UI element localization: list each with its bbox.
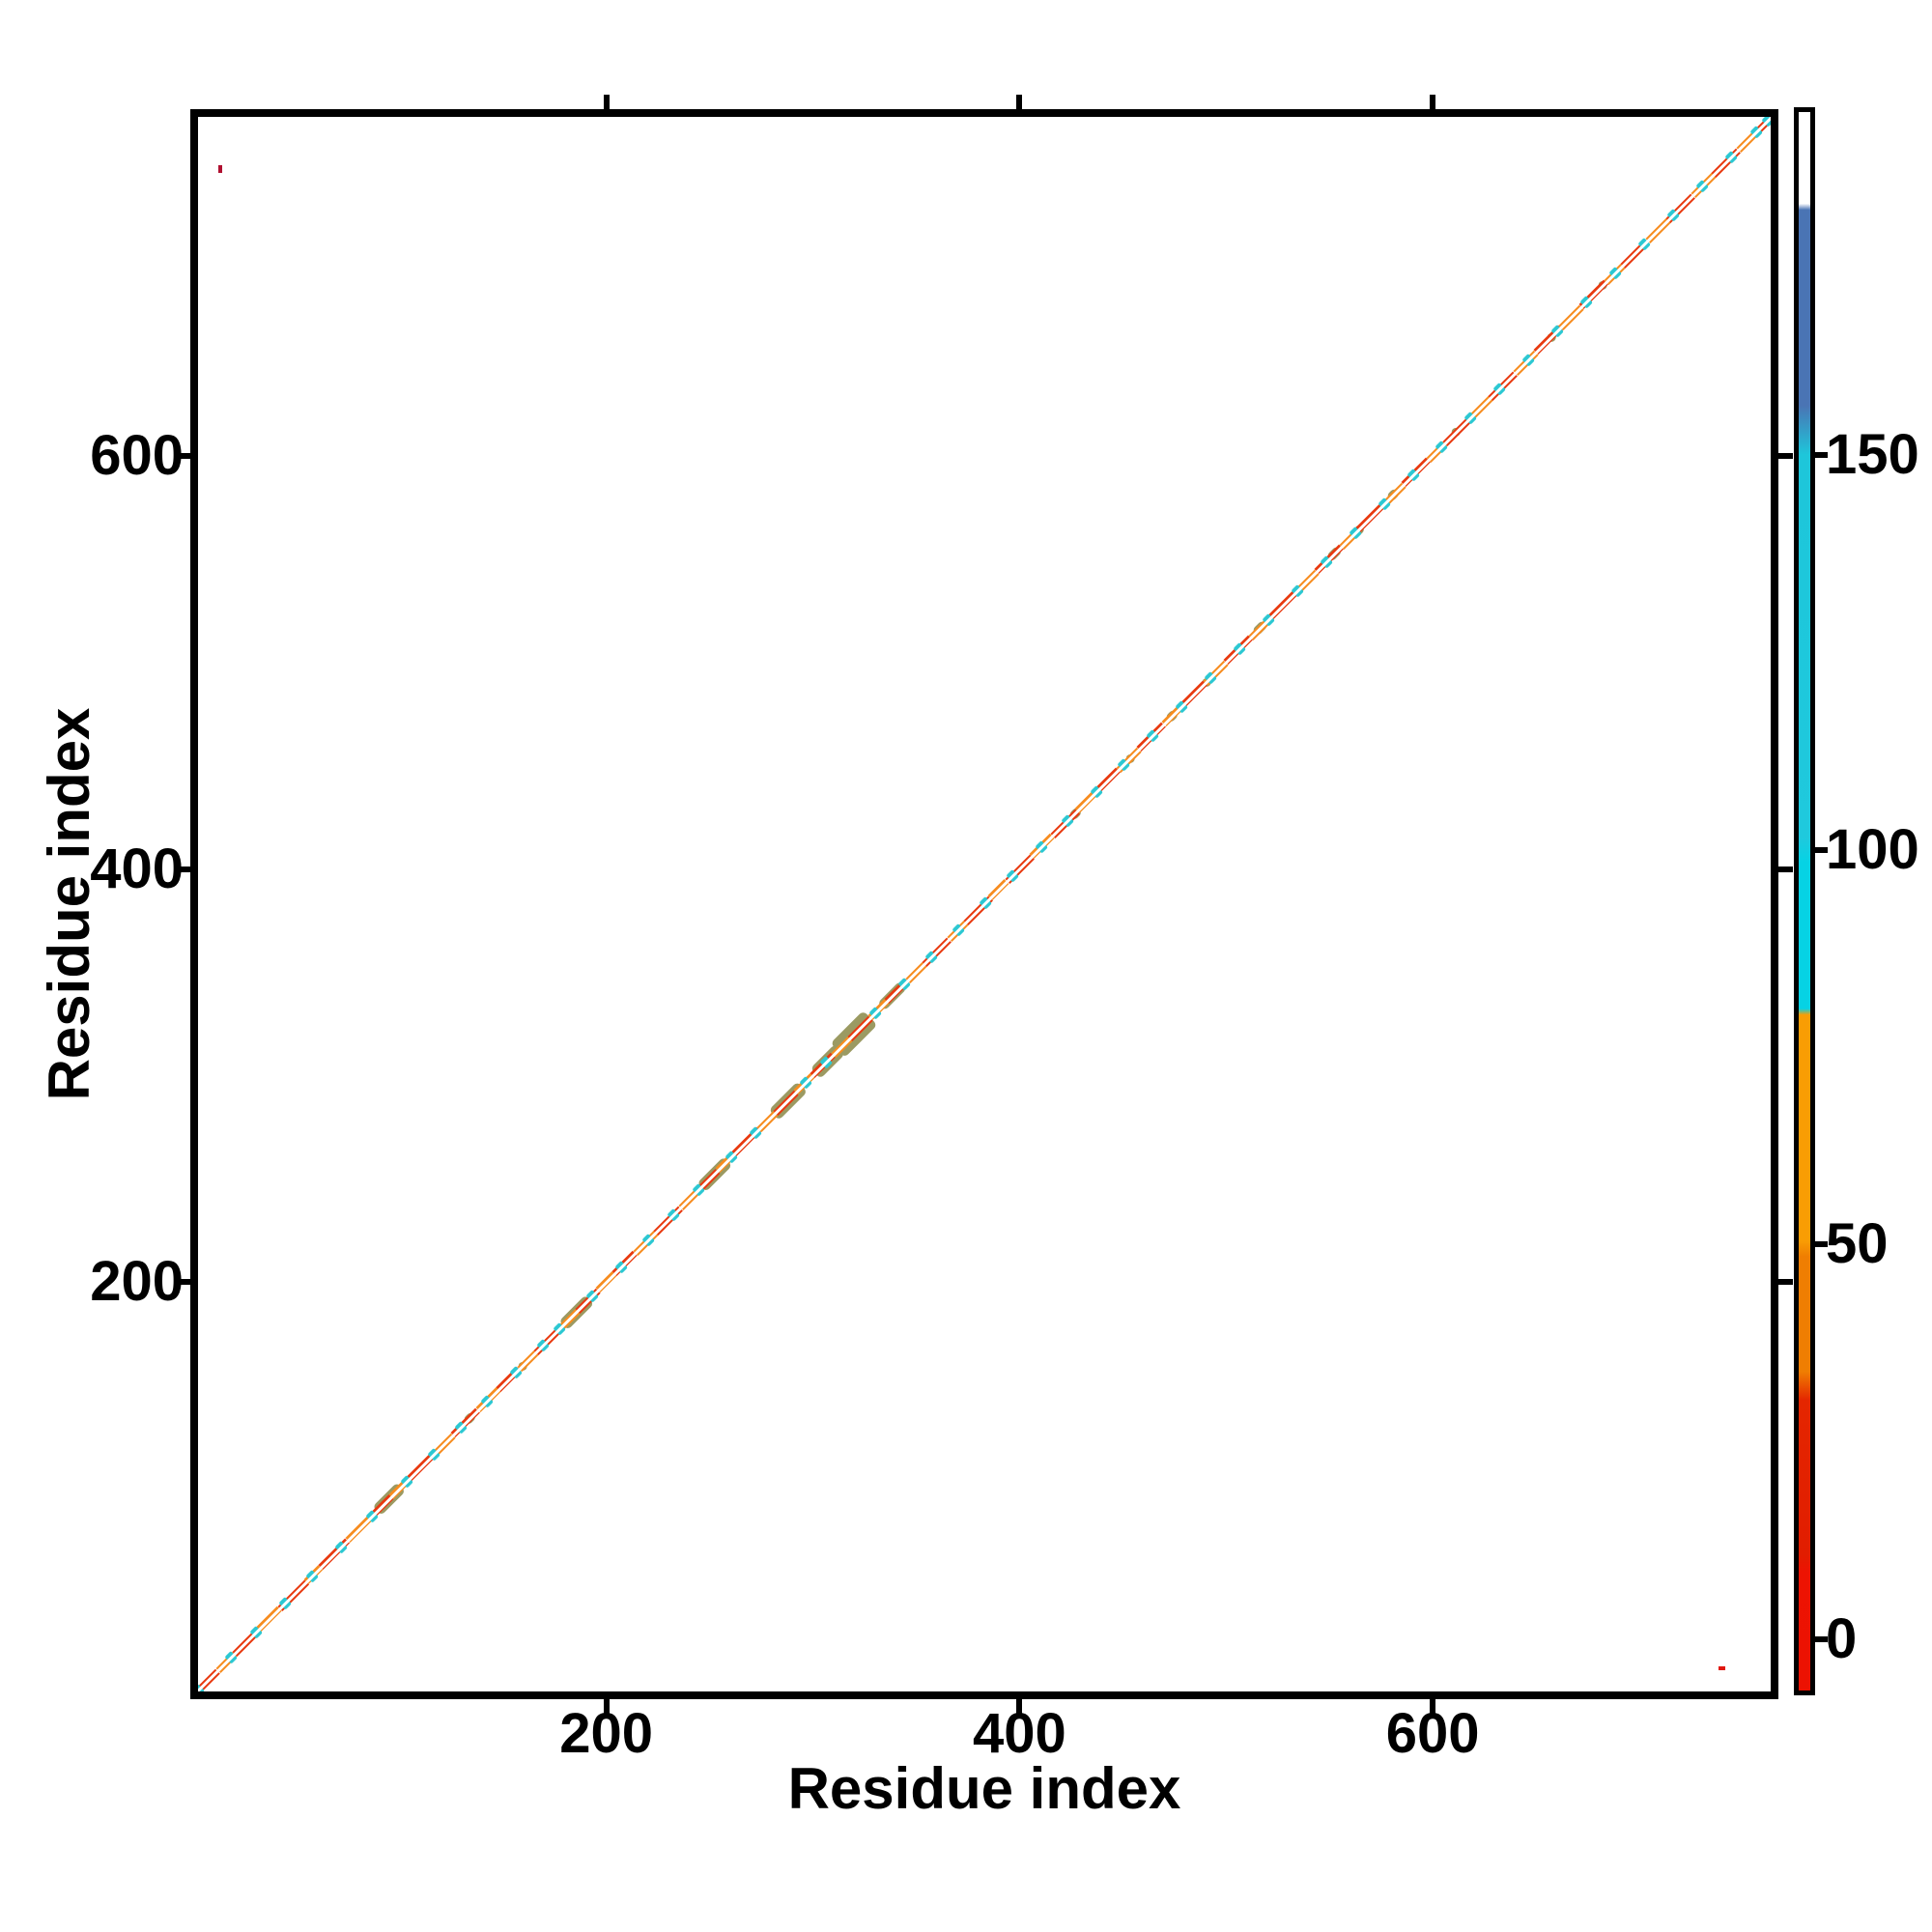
colorbar-tick-label: 100 xyxy=(1826,817,1919,881)
colorbar-tick-label: 50 xyxy=(1826,1212,1889,1276)
x-tick-label: 600 xyxy=(1385,1702,1480,1765)
colorbar-tick xyxy=(1815,452,1828,458)
y-tick-label: 400 xyxy=(90,837,184,900)
colorbar-tick xyxy=(1815,846,1828,853)
x-axis-title: Residue index xyxy=(787,1756,1181,1821)
colorbar-tick-label: 0 xyxy=(1826,1607,1858,1670)
y-tick xyxy=(176,1279,190,1286)
x-tick xyxy=(1016,1699,1023,1714)
off-diagonal-point xyxy=(1718,1666,1725,1671)
x-tick-label: 400 xyxy=(972,1702,1066,1765)
x-tick xyxy=(1430,1699,1436,1714)
colorbar xyxy=(1794,107,1815,1695)
colorbar-tick xyxy=(1815,1636,1828,1642)
y-tick-right xyxy=(1778,1279,1793,1286)
y-tick-right xyxy=(1778,452,1793,459)
y-tick xyxy=(176,452,190,459)
y-tick-right xyxy=(1778,866,1793,872)
x-tick xyxy=(603,1699,610,1714)
y-tick xyxy=(176,866,190,872)
diagonal-contact-band xyxy=(198,117,1771,1691)
y-tick-label: 200 xyxy=(90,1250,184,1314)
colorbar-tick xyxy=(1815,1241,1828,1248)
diagonal-center-line xyxy=(198,117,1771,1691)
y-axis-title: Residue index xyxy=(37,707,101,1101)
x-tick-top xyxy=(603,95,610,109)
plot-area xyxy=(190,109,1778,1699)
x-tick-top xyxy=(1430,95,1436,109)
off-diagonal-point xyxy=(217,164,222,173)
colorbar-tick-label: 150 xyxy=(1826,423,1919,486)
x-tick-label: 200 xyxy=(559,1702,653,1765)
x-tick-top xyxy=(1016,95,1023,109)
y-tick-label: 600 xyxy=(90,423,184,487)
